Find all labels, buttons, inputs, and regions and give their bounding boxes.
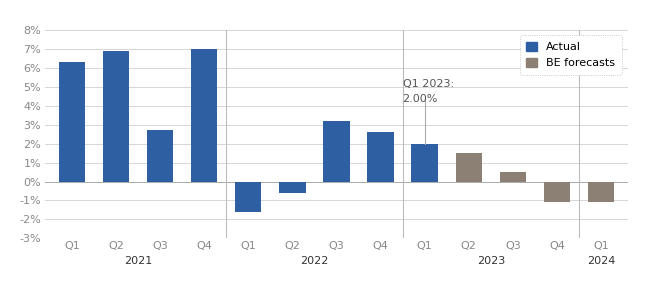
Text: 2.00%: 2.00%: [402, 94, 438, 104]
Bar: [499, 172, 526, 181]
Bar: [191, 49, 217, 181]
Text: Q1 2023:: Q1 2023:: [402, 79, 454, 89]
Legend: Actual, BE forecasts: Actual, BE forecasts: [520, 35, 622, 75]
Bar: [588, 181, 615, 202]
Text: 2021: 2021: [124, 256, 152, 266]
Bar: [543, 181, 570, 202]
Bar: [279, 181, 305, 193]
Bar: [147, 130, 173, 181]
Text: 2024: 2024: [587, 256, 615, 266]
Bar: [58, 62, 85, 181]
Bar: [103, 51, 129, 181]
Bar: [235, 181, 261, 212]
Text: 2023: 2023: [477, 256, 505, 266]
Bar: [324, 121, 349, 181]
Bar: [411, 144, 438, 181]
Bar: [367, 132, 394, 181]
Bar: [455, 153, 482, 181]
Text: 2022: 2022: [300, 256, 329, 266]
